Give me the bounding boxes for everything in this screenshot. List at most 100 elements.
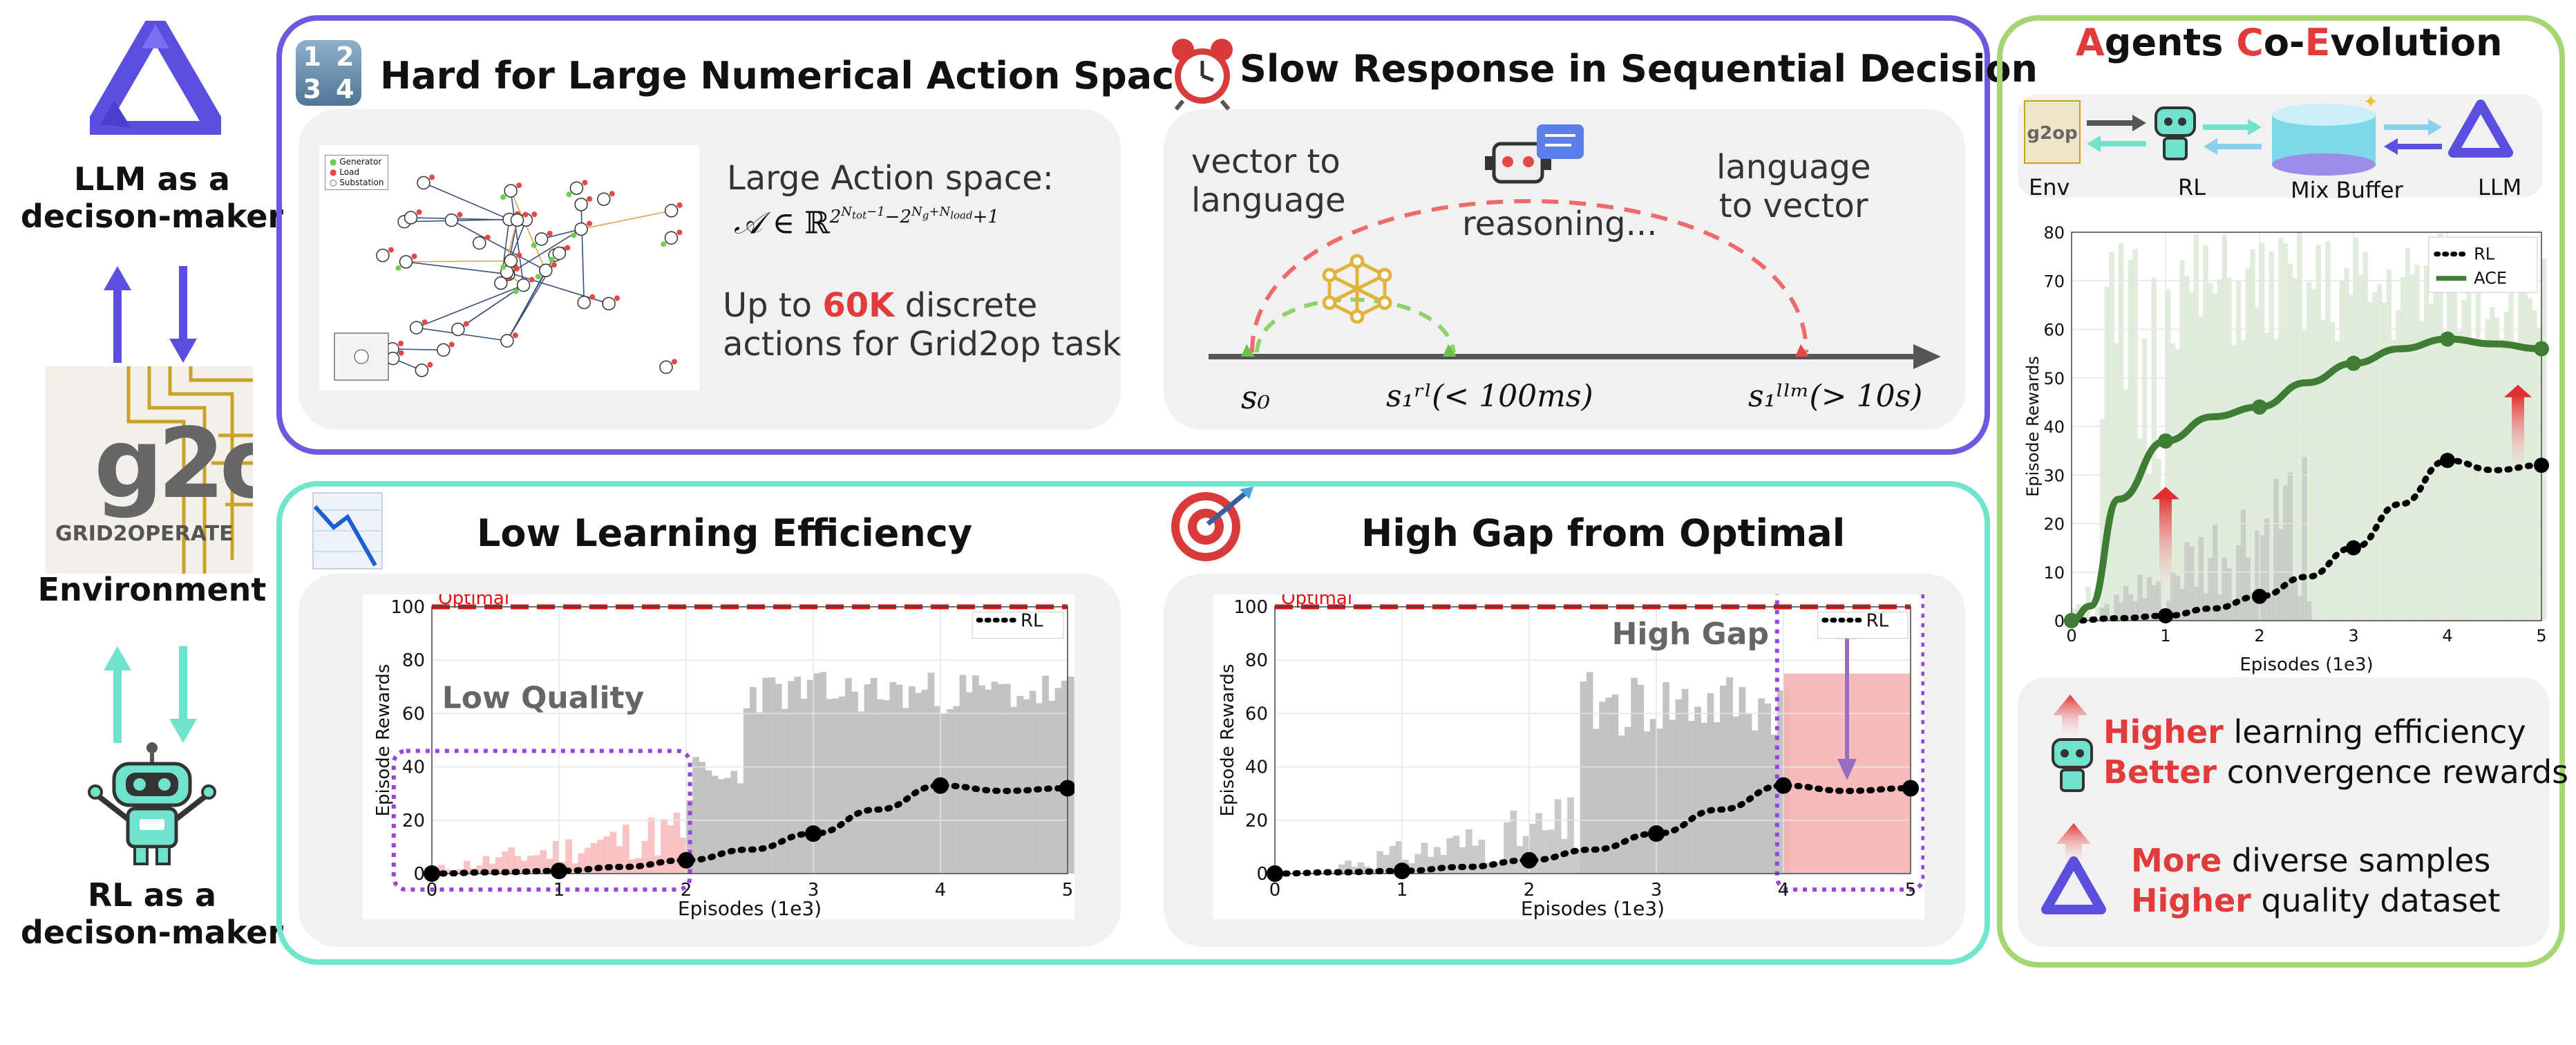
variance-band	[2475, 286, 2481, 621]
x-axis-label: Episodes (1e3)	[678, 897, 822, 919]
variance-band	[2471, 339, 2476, 621]
series-point-ACE	[2346, 355, 2361, 371]
low-efficiency-title: Low Learning Efficiency	[477, 511, 973, 555]
variance-band	[864, 684, 871, 874]
variance-band	[597, 840, 604, 874]
variance-band	[2358, 274, 2364, 621]
series-point-ACE	[2158, 433, 2173, 449]
variance-band	[991, 681, 998, 874]
variance-band	[591, 842, 598, 874]
variance-band	[2189, 292, 2195, 621]
series-point-RL	[678, 851, 694, 869]
series-point-RL	[932, 777, 949, 794]
variance-band	[444, 869, 452, 874]
x-tick-label: 2	[1524, 880, 1535, 901]
variance-band	[2396, 310, 2401, 621]
grid-load	[422, 319, 428, 326]
variance-band	[1681, 688, 1689, 874]
legend-box	[1817, 612, 1909, 639]
grid-load	[388, 247, 394, 253]
variance-band	[1618, 735, 1625, 874]
env-rl-flow-arrows-icon	[2087, 115, 2146, 152]
series-line-RL	[428, 782, 1071, 877]
variance-band	[2292, 578, 2298, 621]
variance-band	[1338, 864, 1345, 874]
variance-band	[978, 685, 985, 874]
variance-band	[845, 678, 852, 874]
variance-band	[1758, 698, 1765, 874]
rl-benefit-robot-icon	[2052, 695, 2093, 792]
grid-edge	[406, 261, 509, 275]
grid-load	[448, 341, 455, 348]
grid-generator	[571, 232, 577, 238]
variance-band	[2400, 276, 2406, 621]
variance-band	[782, 708, 788, 874]
variance-band	[641, 840, 649, 874]
llm-mini-logo-icon	[2448, 100, 2513, 158]
variance-band	[762, 677, 770, 874]
circuit-pattern-icon	[126, 366, 253, 574]
variance-band	[2095, 606, 2101, 621]
series-point-ACE	[2534, 341, 2549, 357]
grid2op-caption: GRID2OPERATE	[55, 522, 234, 546]
grid-load	[529, 276, 535, 283]
benefit-line-4: Higher quality dataset	[2131, 882, 2501, 919]
alarm-clock-icon	[1172, 39, 1233, 111]
variance-band	[2260, 535, 2265, 621]
variance-band	[667, 825, 674, 874]
action-space-title: Hard for Large Numerical Action Space	[380, 54, 1200, 97]
variance-band	[826, 699, 833, 874]
variance-band	[438, 865, 445, 874]
grid-load	[516, 252, 522, 258]
series-point-RL	[2252, 588, 2267, 604]
x-tick-label: 2	[681, 880, 692, 901]
large-action-label: Large Action space:	[727, 159, 1054, 198]
variance-band	[2433, 266, 2438, 621]
variance-band	[1649, 719, 1657, 874]
variance-band	[1611, 694, 1619, 874]
variance-band	[1752, 730, 1759, 874]
variance-band	[2151, 585, 2157, 621]
grid-substation	[602, 296, 616, 311]
legend-label-ace: ACE	[2474, 269, 2507, 288]
x-tick-label: 5	[1905, 880, 1917, 901]
variance-band	[1395, 841, 1403, 874]
variance-band	[2292, 278, 2298, 621]
grid-substation	[473, 236, 486, 250]
grid-load	[398, 340, 404, 346]
svg-text:✦: ✦	[2363, 94, 2378, 113]
robot-icon	[88, 742, 216, 865]
variance-band	[2339, 281, 2345, 621]
variance-band	[2099, 608, 2105, 621]
variance-band	[1516, 845, 1524, 874]
rl-label: RL as a decison-maker	[20, 876, 284, 951]
variance-band	[953, 706, 960, 874]
variance-band	[2344, 267, 2349, 621]
grid-edge	[451, 219, 547, 272]
variance-band	[533, 855, 540, 874]
grid-edge	[580, 210, 672, 230]
variance-band	[2119, 602, 2124, 621]
timeline-arrowhead-icon	[1913, 344, 1941, 369]
variance-band	[750, 686, 757, 874]
variance-band	[692, 757, 699, 874]
bottom-panel	[276, 481, 1990, 965]
variance-band	[1554, 799, 1562, 874]
grid-substation	[574, 222, 588, 236]
variance-band	[2104, 286, 2110, 621]
variance-band	[1529, 824, 1536, 874]
series-point-RL	[2534, 458, 2549, 473]
grid-substation	[417, 176, 430, 190]
series-point-RL	[424, 865, 440, 882]
llm-env-arrows-icon	[104, 266, 197, 363]
variance-band	[1637, 684, 1645, 874]
grid-substation	[444, 213, 459, 227]
y-tick-label: 60	[402, 704, 425, 724]
y-axis-label: Episode Rewards	[373, 664, 394, 817]
series-line-RL	[2068, 457, 2545, 624]
benefit-line-1: Higher learning efficiency	[2103, 713, 2526, 751]
variance-band	[2461, 299, 2467, 621]
variance-band	[1351, 867, 1358, 874]
top-panel	[276, 15, 1990, 455]
variance-band	[2283, 243, 2289, 621]
